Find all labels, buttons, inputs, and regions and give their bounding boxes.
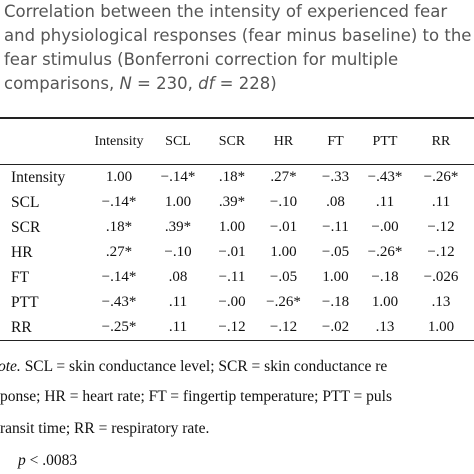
caption: Correlation between the intensity of exp… xyxy=(4,0,474,96)
table-row: FT −.14* .08 −.11 −.05 1.00 −.18 −.026 xyxy=(0,265,474,290)
column-header: RR xyxy=(408,117,474,165)
column-header: FT xyxy=(309,117,362,165)
note-line: ponse; HR = heart rate; FT = fingertip t… xyxy=(0,388,392,406)
cell: −.05 xyxy=(269,269,298,285)
cell: .08 xyxy=(326,194,345,210)
cell: −.26* xyxy=(266,294,301,310)
cell: −.12 xyxy=(427,244,455,260)
cell: −.10 xyxy=(269,194,298,210)
table-row: HR .27* −.10 −.01 1.00 −.05 −.26* −.12 xyxy=(0,240,474,265)
cell: −.00 xyxy=(218,294,246,310)
row-label: RR xyxy=(0,315,88,341)
cell: .27* xyxy=(105,244,133,260)
note-text: ransit time; RR = respiratory rate. xyxy=(0,420,210,437)
cell: 1.00 xyxy=(164,194,192,210)
cell: .11 xyxy=(150,315,206,341)
cell: .11 xyxy=(168,294,188,310)
cell: −.33 xyxy=(321,169,350,185)
cell: .39* xyxy=(164,219,192,235)
cell: .11 xyxy=(375,194,395,210)
cell: −.18 xyxy=(371,269,399,285)
cell: −.01 xyxy=(218,244,246,260)
corner-cell xyxy=(0,117,88,165)
cell: 1.00 xyxy=(408,315,474,341)
note-text: < .0083 xyxy=(25,452,78,469)
row-label: SCR xyxy=(11,218,41,236)
row-label: SCL xyxy=(11,193,40,211)
cell: .11 xyxy=(431,194,451,210)
column-header: PTT xyxy=(362,117,408,165)
caption-text: Correlation between the intensity of exp… xyxy=(4,2,472,93)
caption-symbol: df xyxy=(198,74,215,93)
cell: −.26* xyxy=(423,169,459,185)
cell: 1.00 xyxy=(270,244,297,260)
cell: −.11 xyxy=(322,219,349,235)
cell: −.43* xyxy=(367,169,403,185)
cell: −.14* xyxy=(101,194,137,210)
cell: −.12 xyxy=(427,219,455,235)
cell: −.10 xyxy=(164,244,192,260)
cell: −.18 xyxy=(321,294,350,310)
cell: .18* xyxy=(218,169,246,185)
table-row: Intensity 1.00 −.14* .18* .27* −.33 −.43* −.26* xyxy=(0,165,474,191)
caption-text: = 228) xyxy=(214,74,277,93)
note-line: ransit time; RR = respiratory rate. xyxy=(0,420,209,438)
note-line: p < .0083 xyxy=(18,452,77,470)
cell: .27* xyxy=(270,169,297,185)
cell: −.12 xyxy=(258,315,309,341)
cell: .39* xyxy=(218,194,246,210)
table-row: PTT −.43* .11 −.00 −.26* −.18 1.00 .13 xyxy=(0,290,474,315)
note-text: ponse; HR = heart rate; FT = fingertip t… xyxy=(0,388,392,405)
table-body: Intensity 1.00 −.14* .18* .27* −.33 −.43* −.26*… xyxy=(0,165,474,341)
column-header: SCL xyxy=(150,117,206,165)
cell: −.11 xyxy=(218,269,246,285)
cell: 1.00 xyxy=(218,219,246,235)
cell: .18* xyxy=(105,219,133,235)
cell: −.14* xyxy=(160,169,196,185)
cell: −.26* xyxy=(367,244,403,260)
column-header: Intensity xyxy=(88,117,150,165)
column-header: HR xyxy=(258,117,309,165)
column-header: SCR xyxy=(206,117,258,165)
cell: 1.00 xyxy=(105,169,133,185)
row-label: PTT xyxy=(11,293,39,311)
cell: −.43* xyxy=(101,294,137,310)
caption-symbol: N xyxy=(119,74,132,93)
table-row: RR −.25* .11 −.12 −.12 −.02.13 1.00 xyxy=(0,315,474,341)
cell: −.02 xyxy=(309,315,362,341)
note-symbol: p xyxy=(18,452,26,469)
cell: .08 xyxy=(168,269,188,285)
header-row: Intensity SCL SCR HR FT PTT RR xyxy=(0,117,474,165)
note-text: SCL = skin conductance level; SCR = skin… xyxy=(20,358,388,375)
cell: −.026 xyxy=(423,269,459,285)
cell: −.00 xyxy=(371,219,399,235)
cell: .13 xyxy=(362,315,408,341)
row-label: FT xyxy=(11,268,30,286)
cell: −.14* xyxy=(101,269,137,285)
cell: −.05 xyxy=(321,244,350,260)
row-label: HR xyxy=(11,243,33,261)
table-row: SCL −.14* 1.00 .39* −.10 .08 .11 .11 xyxy=(0,190,474,215)
cell: .13 xyxy=(431,294,451,310)
cell: 1.00 xyxy=(322,269,349,285)
cell: 1.00 xyxy=(371,294,399,310)
note-label: ote. xyxy=(0,358,21,375)
table-row: SCR .18* .39* 1.00 −.01 −.11 −.00 −.12 xyxy=(0,215,474,240)
correlation-table: Intensity SCL SCR HR FT PTT RR Intensity 1.00 −.… xyxy=(0,117,474,341)
cell: −.01 xyxy=(269,219,298,235)
row-label: Intensity xyxy=(11,168,66,186)
cell: −.12 xyxy=(206,315,258,341)
caption-text: = 230, xyxy=(131,74,199,93)
note-line: ote. SCL = skin conductance level; SCR =… xyxy=(0,358,387,376)
cell: −.25* xyxy=(88,315,150,341)
